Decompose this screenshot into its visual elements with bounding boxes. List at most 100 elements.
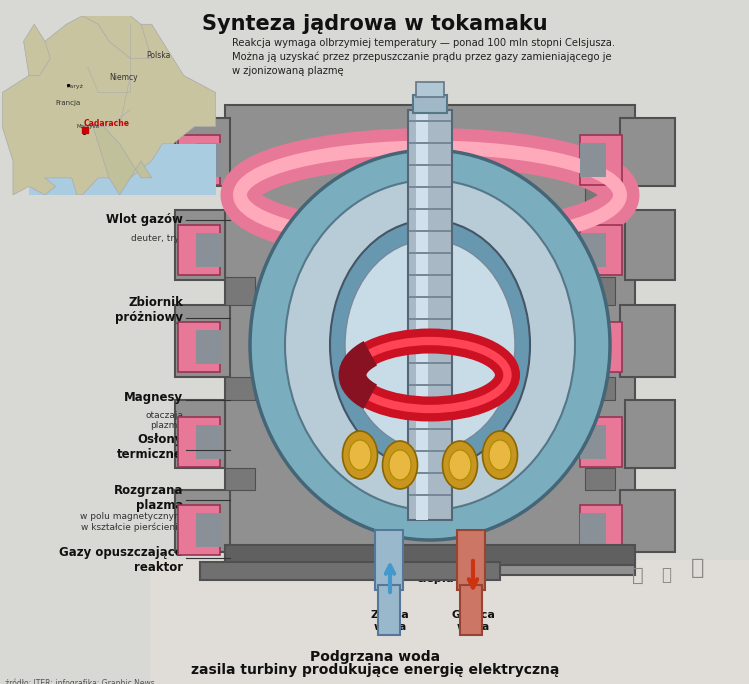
Text: Zbiornik
próżniowy: Zbiornik próżniowy xyxy=(115,296,183,324)
Bar xyxy=(625,210,675,280)
Bar xyxy=(378,585,400,635)
Text: Gorąca
woda: Gorąca woda xyxy=(451,610,495,631)
Bar xyxy=(409,494,451,496)
Bar xyxy=(225,186,255,210)
Text: Gazy opuszczające
reaktor: Gazy opuszczające reaktor xyxy=(59,546,183,574)
Bar xyxy=(225,105,635,575)
Polygon shape xyxy=(82,8,151,58)
Ellipse shape xyxy=(489,440,511,470)
Bar xyxy=(457,530,485,590)
Text: Rozgrzana
plazma: Rozgrzana plazma xyxy=(114,484,183,512)
Bar xyxy=(585,468,615,490)
Bar xyxy=(585,277,615,305)
Ellipse shape xyxy=(443,441,478,489)
Bar xyxy=(416,82,444,97)
Bar xyxy=(409,296,451,298)
Text: Niemcy: Niemcy xyxy=(109,73,138,81)
Text: źródło: ITER; infografika: Graphic News: źródło: ITER; infografika: Graphic News xyxy=(5,678,155,684)
Text: Marsylia: Marsylia xyxy=(77,124,100,129)
Bar xyxy=(409,340,451,342)
Bar xyxy=(625,400,675,468)
Bar xyxy=(178,225,220,275)
Bar xyxy=(225,377,255,400)
Bar xyxy=(580,322,622,372)
Bar xyxy=(409,428,451,430)
Bar xyxy=(580,135,622,185)
Bar xyxy=(580,513,606,547)
Bar xyxy=(580,233,606,267)
Bar xyxy=(409,186,451,188)
Ellipse shape xyxy=(342,431,377,479)
Bar xyxy=(409,120,451,122)
Bar xyxy=(178,322,220,372)
Text: Reakcja wymaga olbrzymiej temperatury — ponad 100 mln stopni Celsjusza.: Reakcja wymaga olbrzymiej temperatury — … xyxy=(232,38,615,48)
Bar xyxy=(580,425,606,459)
Bar xyxy=(409,472,451,474)
Bar xyxy=(196,330,222,364)
Bar xyxy=(580,417,622,467)
Bar xyxy=(580,505,622,555)
Text: deuter, tryt: deuter, tryt xyxy=(131,234,183,243)
Text: Synteza jądrowa w tokamaku: Synteza jądrowa w tokamaku xyxy=(202,14,548,34)
Bar xyxy=(580,330,606,364)
Text: Można ją uzyskać przez przepuszczanie prądu przez gazy zamieniającego je: Można ją uzyskać przez przepuszczanie pr… xyxy=(232,52,612,62)
Text: Magnesy: Magnesy xyxy=(124,391,183,404)
Bar xyxy=(409,164,451,166)
Ellipse shape xyxy=(285,180,575,510)
Text: Wymiana
ciepła: Wymiana ciepła xyxy=(406,562,464,583)
Text: w polu magnetycznym
w kształcie pierścienia: w polu magnetycznym w kształcie pierście… xyxy=(80,512,183,532)
Bar xyxy=(408,110,452,520)
Bar xyxy=(200,562,500,580)
Text: Cadarache: Cadarache xyxy=(83,119,130,128)
Bar xyxy=(175,305,230,377)
Bar xyxy=(175,210,225,280)
Bar xyxy=(196,233,222,267)
Ellipse shape xyxy=(349,440,371,470)
Bar xyxy=(409,318,451,320)
Text: Paryż: Paryż xyxy=(66,84,83,90)
Ellipse shape xyxy=(345,240,515,450)
Bar xyxy=(620,118,675,186)
Bar xyxy=(225,545,635,565)
Bar xyxy=(175,490,230,552)
Bar xyxy=(460,585,482,635)
Text: Polska: Polska xyxy=(146,51,171,60)
Bar xyxy=(178,417,220,467)
Bar xyxy=(225,277,255,305)
Text: 🚶: 🚶 xyxy=(691,558,705,578)
Bar xyxy=(580,225,622,275)
Polygon shape xyxy=(93,127,151,195)
Polygon shape xyxy=(29,144,216,195)
Bar xyxy=(196,143,222,177)
Ellipse shape xyxy=(482,431,518,479)
Ellipse shape xyxy=(383,441,417,489)
Bar xyxy=(409,362,451,364)
Text: w zjonizowaną plazmę: w zjonizowaną plazmę xyxy=(232,66,344,76)
Bar xyxy=(409,450,451,452)
Bar xyxy=(585,377,615,400)
Bar xyxy=(150,560,749,684)
Bar xyxy=(175,400,225,468)
Bar xyxy=(409,230,451,232)
Bar xyxy=(225,468,255,490)
Bar xyxy=(409,142,451,144)
Text: Francja: Francja xyxy=(55,101,81,106)
Bar xyxy=(409,208,451,210)
Polygon shape xyxy=(2,8,216,195)
Polygon shape xyxy=(23,24,50,75)
Bar xyxy=(178,135,220,185)
Text: zasila turbiny produkujące energię elektryczną: zasila turbiny produkujące energię elekt… xyxy=(191,663,560,677)
Text: Wlot gazów: Wlot gazów xyxy=(106,213,183,226)
Bar xyxy=(196,513,222,547)
Bar xyxy=(413,95,447,113)
Text: 🚶: 🚶 xyxy=(632,566,644,585)
Bar xyxy=(375,530,403,590)
Bar xyxy=(178,505,220,555)
Text: otaczają
plazmę: otaczają plazmę xyxy=(145,411,183,430)
Bar xyxy=(409,384,451,386)
Bar xyxy=(409,252,451,254)
Bar xyxy=(416,110,428,520)
Bar xyxy=(409,406,451,408)
Text: Osłony
termiczne: Osłony termiczne xyxy=(117,433,183,461)
Bar xyxy=(620,305,675,377)
